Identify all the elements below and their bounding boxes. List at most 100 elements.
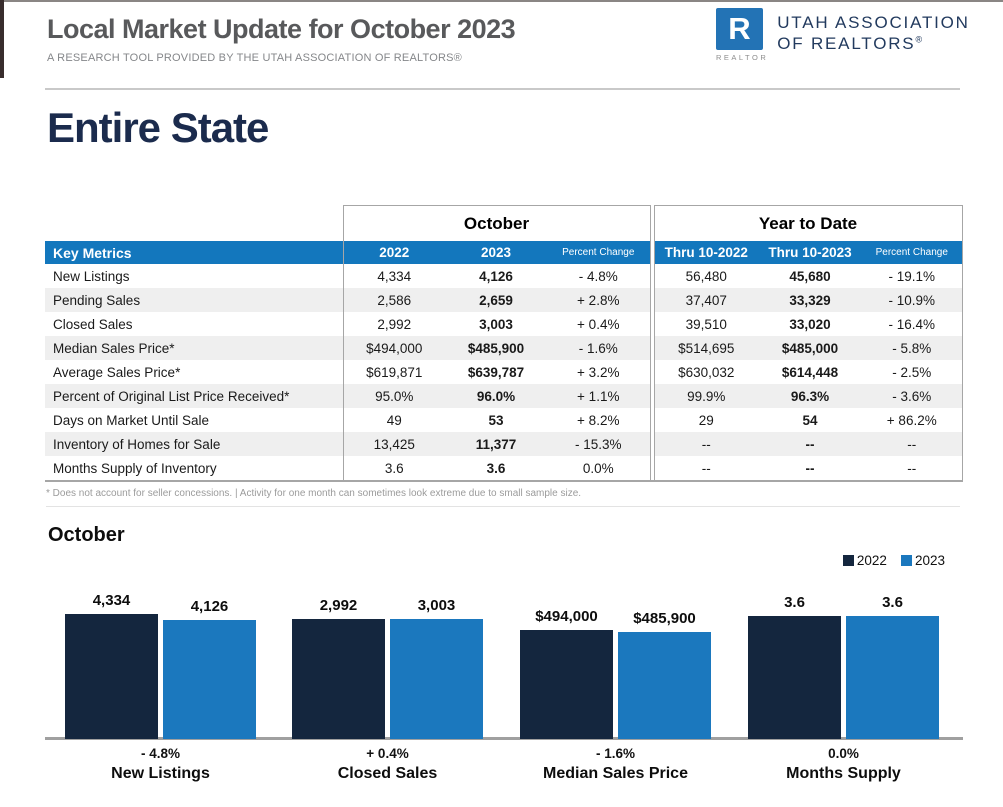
- bar-2022: [520, 630, 613, 739]
- group-header-row: October Year to Date: [45, 205, 963, 241]
- table-row: Average Sales Price* $619,871 $639,787 + 3.…: [45, 360, 963, 384]
- group-header-spacer: [45, 205, 343, 241]
- legend-label: 2022: [856, 553, 887, 568]
- ytd-2022-value: 37,407: [653, 288, 758, 312]
- pct-change-label: 0.0%: [828, 746, 859, 761]
- pct-change-label: + 0.4%: [366, 746, 409, 761]
- oct-2022-value: 13,425: [342, 432, 445, 456]
- ytd-2023-value: 33,329: [758, 288, 862, 312]
- ytd-2023-value: 54: [758, 408, 862, 432]
- chart-group-months-supply: 3.6 3.6 0.0% Months Supply: [748, 578, 939, 793]
- oct-2022-value: 2,992: [342, 312, 445, 336]
- chart-title: October: [48, 524, 125, 546]
- metric-label: Months Supply of Inventory: [45, 456, 343, 482]
- group-gap: [650, 241, 654, 264]
- pct-change-label: - 4.8%: [140, 746, 181, 761]
- ytd-2022-value: 56,480: [653, 264, 758, 288]
- category-label: Months Supply: [786, 765, 901, 782]
- oct-2022-header: 2022: [342, 241, 445, 264]
- ytd-pct-value: - 19.1%: [862, 264, 963, 288]
- table-row: New Listings 4,334 4,126- 4.8% 56,480 45,680…: [45, 264, 963, 288]
- chart-group-median-sales-price: $494,000 $485,900 - 1.6% Median Sales Price: [520, 578, 711, 793]
- report-header: Local Market Update for October 2023 A R…: [47, 14, 516, 64]
- bar-value-label: $485,900: [633, 609, 696, 627]
- metric-label: New Listings: [45, 264, 343, 288]
- realtor-logo-block: R REALTOR: [716, 8, 768, 62]
- ytd-2023-value: 45,680: [758, 264, 862, 288]
- report-title: Local Market Update for October 2023: [47, 14, 516, 44]
- pct-change-label: - 1.6%: [595, 746, 636, 761]
- ytd-2023-value: $485,000: [758, 336, 862, 360]
- realtor-r-icon: R: [716, 8, 763, 50]
- bar-value-label: 4,334: [92, 592, 131, 609]
- bar-2023: [163, 620, 256, 739]
- category-label: Closed Sales: [337, 765, 438, 782]
- ytd-2023-value: 33,020: [758, 312, 862, 336]
- oct-2022-value: 49: [342, 408, 445, 432]
- oct-2022-value: 3.6: [342, 456, 445, 482]
- oct-2023-header: 2023: [445, 241, 547, 264]
- table-row: Days on Market Until Sale 49 53 + 8.2% 29 54 +…: [45, 408, 963, 432]
- oct-pct-value: - 4.8%: [547, 264, 651, 288]
- column-header-row: Key Metrics 2022 2023 Percent Change Thr…: [45, 241, 963, 264]
- oct-2022-value: 4,334: [342, 264, 445, 288]
- ytd-pct-value: --: [862, 456, 963, 482]
- group-gap: [650, 312, 654, 336]
- ytd-2022-value: 39,510: [653, 312, 758, 336]
- metric-label: Pending Sales: [45, 288, 343, 312]
- oct-2023-value: $485,900: [445, 336, 547, 360]
- bar-2023: [846, 616, 939, 739]
- table-row: Months Supply of Inventory 3.6 3.6 0.0% -- --…: [45, 456, 963, 482]
- ytd-pct-value: - 5.8%: [862, 336, 963, 360]
- org-name-line2: OF REALTORS®: [777, 34, 924, 54]
- page-edge-top: [0, 0, 1003, 2]
- ytd-group-header: Year to Date: [653, 205, 963, 241]
- oct-2022-value: 95.0%: [342, 384, 445, 408]
- registered-mark: ®: [915, 34, 924, 45]
- oct-pct-value: - 1.6%: [547, 336, 651, 360]
- oct-pct-value: + 8.2%: [547, 408, 651, 432]
- realtor-r-letter: R: [728, 11, 751, 46]
- bar-value-label: $494,000: [535, 608, 598, 625]
- metric-label: Median Sales Price*: [45, 336, 343, 360]
- chart-group-closed-sales: 2,992 3,003 + 0.4% Closed Sales: [292, 578, 483, 793]
- ytd-pct-value: - 2.5%: [862, 360, 963, 384]
- org-name-line1: UTAH ASSOCIATION: [777, 13, 970, 32]
- page-edge-left: [0, 0, 4, 78]
- ytd-2022-value: 29: [653, 408, 758, 432]
- ytd-2022-value: $514,695: [653, 336, 758, 360]
- table-row: Median Sales Price* $494,000 $485,900- 1.6…: [45, 336, 963, 360]
- group-gap: [650, 360, 654, 384]
- oct-pct-value: 0.0%: [547, 456, 651, 482]
- oct-2023-value: $639,787: [445, 360, 547, 384]
- bar-value-label: 4,126: [190, 598, 229, 615]
- group-gap: [650, 384, 654, 408]
- oct-2022-value: 2,586: [342, 288, 445, 312]
- group-gap: [650, 456, 654, 482]
- org-name: UTAH ASSOCIATION OF REALTORS®: [777, 8, 970, 62]
- header-divider: [45, 88, 960, 90]
- key-metrics-header: Key Metrics: [45, 241, 343, 264]
- ytd-pct-value: - 16.4%: [862, 312, 963, 336]
- oct-pct-header: Percent Change: [547, 241, 651, 264]
- ytd-2022-value: $630,032: [653, 360, 758, 384]
- ytd-pct-value: - 3.6%: [862, 384, 963, 408]
- oct-2022-value: $494,000: [342, 336, 445, 360]
- group-gap: [650, 288, 654, 312]
- bar-2023: [618, 631, 711, 739]
- group-gap: [650, 336, 654, 360]
- oct-2022-value: $619,871: [342, 360, 445, 384]
- uar-logo: R REALTOR UTAH ASSOCIATION OF REALTORS®: [716, 8, 970, 62]
- ytd-2023-value: 96.3%: [758, 384, 862, 408]
- oct-2023-value: 4,126: [445, 264, 547, 288]
- bar-2022: [748, 616, 841, 739]
- oct-2023-value: 3.6: [445, 456, 547, 482]
- chart-group-new-listings: 4,334 4,126 - 4.8% New Listings: [65, 578, 256, 793]
- ytd-pct-value: + 86.2%: [862, 408, 963, 432]
- october-group-header: October: [342, 205, 651, 241]
- ytd-pct-value: - 10.9%: [862, 288, 963, 312]
- bar-value-label: 3,003: [417, 597, 456, 614]
- metric-label: Closed Sales: [45, 312, 343, 336]
- ytd-2023-header: Thru 10-2023: [758, 241, 862, 264]
- metric-label: Percent of Original List Price Received*: [45, 384, 343, 408]
